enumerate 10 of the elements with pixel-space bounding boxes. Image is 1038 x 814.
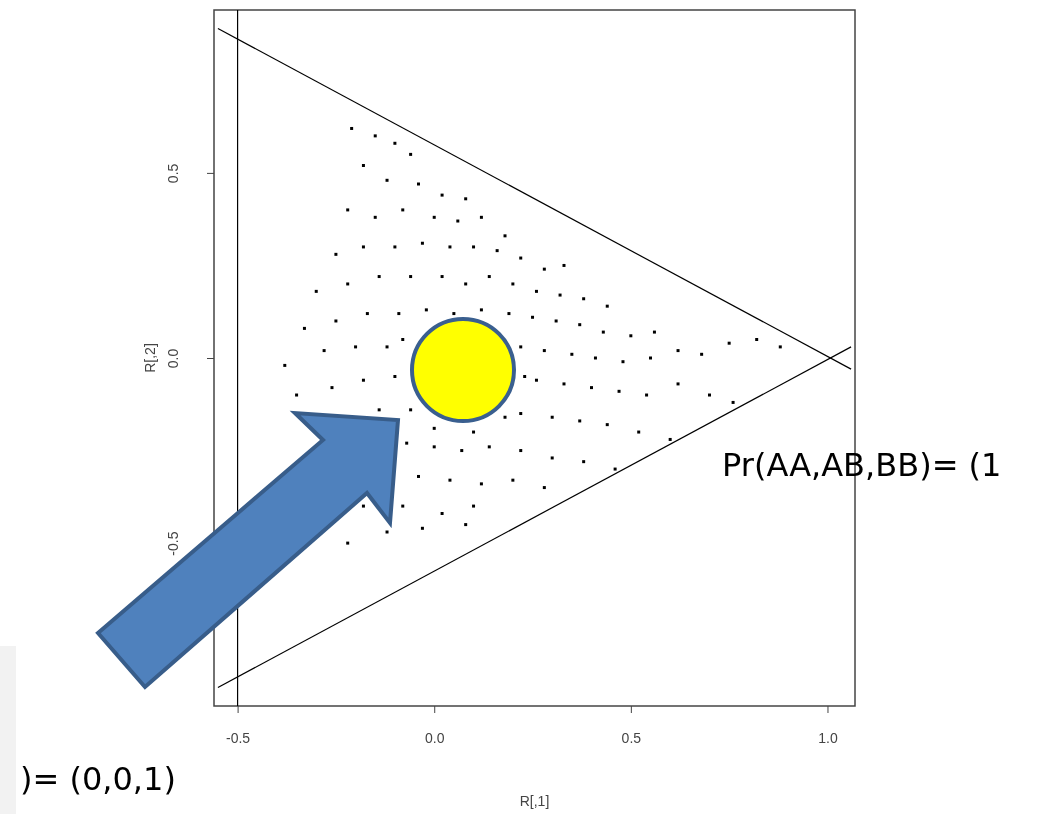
x-axis-title: R[,1]: [519, 793, 550, 809]
x-tick-label: 0.5: [621, 729, 642, 746]
x-tick-label: -0.5: [226, 729, 251, 746]
y-tick-label: -0.5: [165, 531, 181, 556]
x-tick-label: 0.0: [424, 729, 445, 746]
y-tick-label: 0.5: [165, 163, 181, 184]
y-axis-title: R[,2]: [142, 343, 158, 373]
y-tick-label: 0.0: [165, 348, 181, 369]
text: )= (0,0,1): [20, 760, 176, 798]
x-tick-label: 1.0: [818, 729, 838, 746]
